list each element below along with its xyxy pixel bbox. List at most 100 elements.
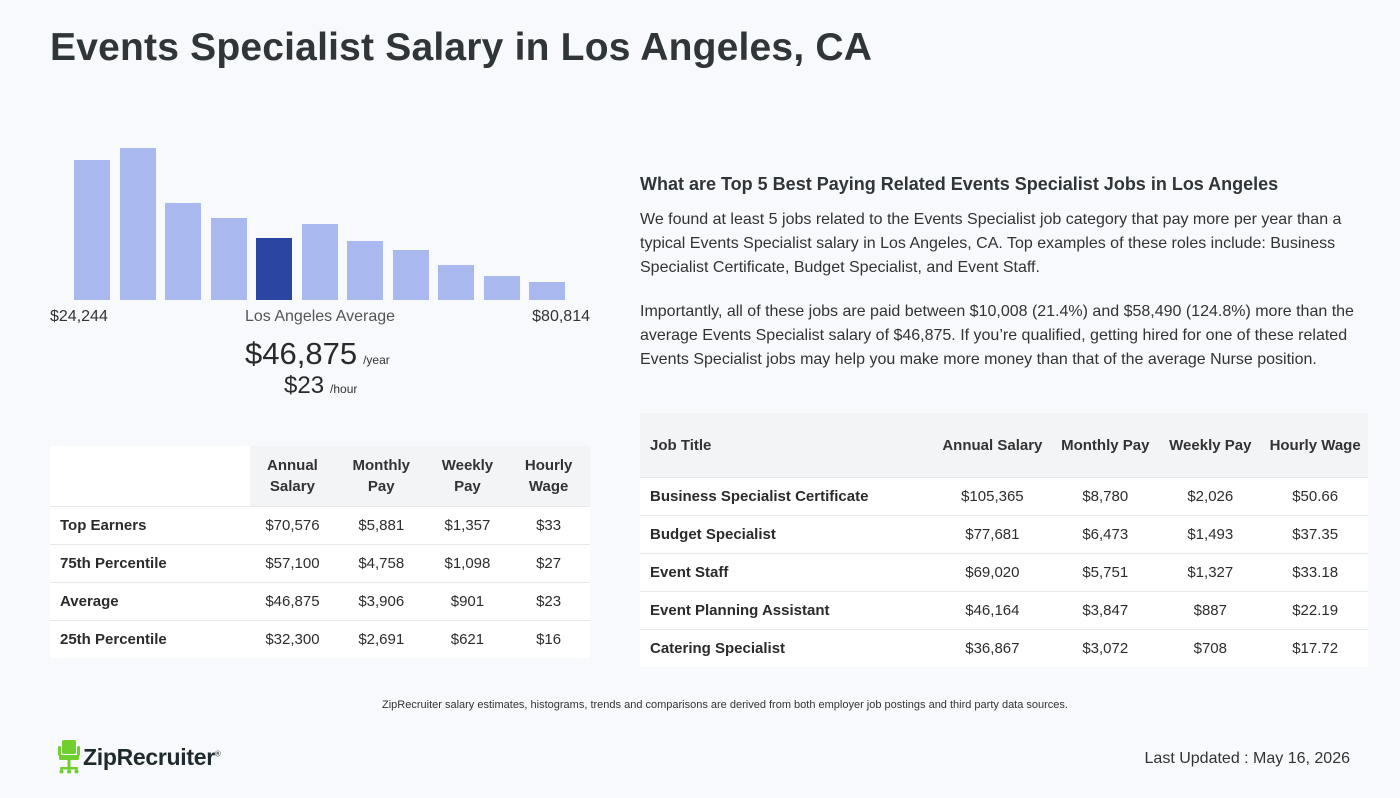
percentile-header-hourly: Hourly Wage xyxy=(507,446,590,507)
annual-cell: $69,020 xyxy=(932,553,1053,592)
logo-text: ZipRecruiter xyxy=(83,743,215,770)
histogram-bar xyxy=(483,276,520,300)
row-label: Top Earners xyxy=(50,506,250,545)
weekly-cell: $1,327 xyxy=(1158,553,1263,592)
average-yearly-unit: /year xyxy=(363,353,390,367)
histogram-bar xyxy=(165,203,201,300)
weekly-cell: $708 xyxy=(1158,629,1263,667)
average-yearly-value: $46,875 xyxy=(245,336,358,371)
histogram-bar-average xyxy=(256,238,292,300)
histogram-bar xyxy=(438,265,474,300)
jobs-header-weekly: Weekly Pay xyxy=(1158,413,1263,478)
weekly-cell: $887 xyxy=(1158,591,1263,630)
ziprecruiter-logo[interactable]: ZipRecruiter® xyxy=(58,740,221,774)
related-jobs-heading: What are Top 5 Best Paying Related Event… xyxy=(640,174,1279,194)
percentile-header-monthly: Monthly Pay xyxy=(334,446,428,507)
hourly-cell: $50.66 xyxy=(1262,477,1368,516)
table-row: Budget Specialist $77,681 $6,473 $1,493 … xyxy=(640,515,1368,554)
registered-mark: ® xyxy=(214,748,221,758)
data-source-disclaimer: ZipRecruiter salary estimates, histogram… xyxy=(382,699,1068,711)
annual-cell: $32,300 xyxy=(250,620,335,658)
monthly-cell: $8,780 xyxy=(1052,477,1159,516)
weekly-cell: $621 xyxy=(427,620,508,658)
table-row: Average $46,875 $3,906 $901 $23 xyxy=(50,582,590,621)
row-label: 25th Percentile xyxy=(50,620,250,658)
percentile-table: Annual Salary Monthly Pay Weekly Pay Hou… xyxy=(50,446,590,658)
table-row: Event Planning Assistant $46,164 $3,847 … xyxy=(640,591,1368,630)
weekly-cell: $1,357 xyxy=(427,506,508,545)
annual-cell: $77,681 xyxy=(932,515,1053,554)
logo-wordmark: ZipRecruiter® xyxy=(83,743,221,771)
weekly-cell: $1,493 xyxy=(1158,515,1263,554)
weekly-cell: $2,026 xyxy=(1158,477,1263,516)
histogram-bar xyxy=(392,250,429,300)
histogram-bar xyxy=(347,241,383,300)
salary-histogram xyxy=(74,140,568,300)
histogram-bar xyxy=(210,218,247,300)
annual-cell: $46,164 xyxy=(932,591,1053,630)
jobs-table-header: Job Title Annual Salary Monthly Pay Week… xyxy=(640,413,1368,478)
row-label: Average xyxy=(50,582,250,621)
monthly-cell: $6,473 xyxy=(1052,515,1159,554)
jobs-header-monthly: Monthly Pay xyxy=(1052,413,1159,478)
jobs-header-annual: Annual Salary xyxy=(932,413,1053,478)
monthly-cell: $5,881 xyxy=(334,506,428,545)
monthly-cell: $2,691 xyxy=(334,620,428,658)
monthly-cell: $3,847 xyxy=(1052,591,1159,630)
histogram-bar xyxy=(529,282,565,300)
weekly-cell: $901 xyxy=(427,582,508,621)
hourly-cell: $27 xyxy=(507,544,590,583)
percentile-table-header: Annual Salary Monthly Pay Weekly Pay Hou… xyxy=(50,446,590,507)
hourly-cell: $23 xyxy=(507,582,590,621)
average-hourly-wage: $23/hour xyxy=(284,372,357,400)
table-row: 75th Percentile $57,100 $4,758 $1,098 $2… xyxy=(50,544,590,583)
related-jobs-intro: We found at least 5 jobs related to the … xyxy=(640,211,1342,276)
histogram-max-label: $80,814 xyxy=(532,308,590,325)
histogram-min-label: $24,244 xyxy=(50,308,108,325)
annual-cell: $70,576 xyxy=(250,506,335,545)
hourly-cell: $16 xyxy=(507,620,590,658)
table-row: 25th Percentile $32,300 $2,691 $621 $16 xyxy=(50,620,590,658)
table-row: Business Specialist Certificate $105,365… xyxy=(640,477,1368,516)
job-title-cell: Budget Specialist xyxy=(640,515,933,554)
average-hourly-unit: /hour xyxy=(330,382,358,396)
hourly-cell: $33 xyxy=(507,506,590,545)
job-title-cell: Event Staff xyxy=(640,553,933,592)
job-title-cell: Catering Specialist xyxy=(640,629,933,667)
monthly-cell: $3,072 xyxy=(1052,629,1159,667)
page-title: Events Specialist Salary in Los Angeles,… xyxy=(50,26,873,69)
jobs-header-title: Job Title xyxy=(640,413,933,478)
hourly-cell: $17.72 xyxy=(1262,629,1368,667)
job-title-cell: Business Specialist Certificate xyxy=(640,477,933,516)
weekly-cell: $1,098 xyxy=(427,544,508,583)
table-row: Event Staff $69,020 $5,751 $1,327 $33.18 xyxy=(640,553,1368,592)
job-title-cell: Event Planning Assistant xyxy=(640,591,933,630)
related-jobs-table: Job Title Annual Salary Monthly Pay Week… xyxy=(640,413,1368,667)
annual-cell: $36,867 xyxy=(932,629,1053,667)
monthly-cell: $5,751 xyxy=(1052,553,1159,592)
percentile-header-blank xyxy=(50,446,250,507)
hourly-cell: $37.35 xyxy=(1262,515,1368,554)
related-jobs-details: Importantly, all of these jobs are paid … xyxy=(640,303,1354,368)
histogram-bar xyxy=(74,160,110,300)
table-row: Catering Specialist $36,867 $3,072 $708 … xyxy=(640,629,1368,667)
histogram-average-label: Los Angeles Average xyxy=(245,308,396,325)
chair-icon xyxy=(58,740,80,774)
row-label: 75th Percentile xyxy=(50,544,250,583)
histogram-bar xyxy=(301,224,338,300)
hourly-cell: $33.18 xyxy=(1262,553,1368,592)
table-row: Top Earners $70,576 $5,881 $1,357 $33 xyxy=(50,506,590,545)
hourly-cell: $22.19 xyxy=(1262,591,1368,630)
jobs-header-hourly: Hourly Wage xyxy=(1262,413,1368,478)
annual-cell: $46,875 xyxy=(250,582,335,621)
annual-cell: $57,100 xyxy=(250,544,335,583)
average-hourly-value: $23 xyxy=(284,372,325,399)
average-yearly-salary: $46,875/year xyxy=(245,336,390,372)
monthly-cell: $3,906 xyxy=(334,582,428,621)
annual-cell: $105,365 xyxy=(932,477,1053,516)
histogram-bar xyxy=(119,148,156,300)
percentile-header-annual: Annual Salary xyxy=(250,446,335,507)
monthly-cell: $4,758 xyxy=(334,544,428,583)
last-updated: Last Updated : May 16, 2026 xyxy=(1144,750,1350,767)
percentile-header-weekly: Weekly Pay xyxy=(427,446,508,507)
